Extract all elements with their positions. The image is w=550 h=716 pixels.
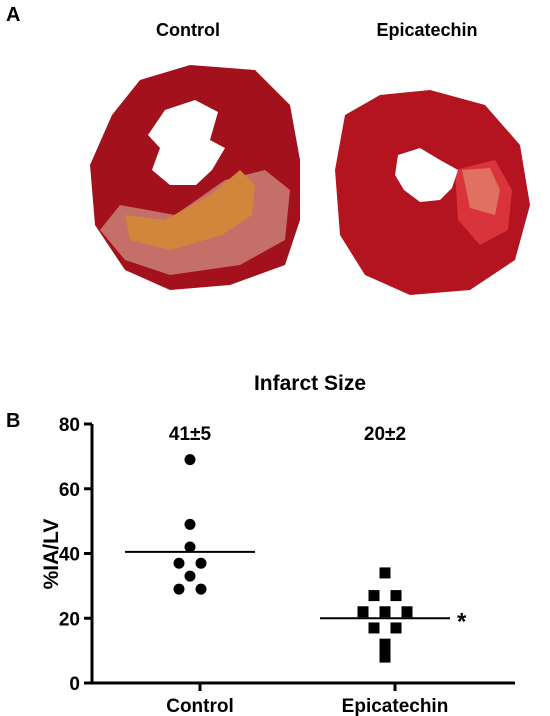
data-point bbox=[390, 622, 402, 634]
data-point bbox=[184, 518, 196, 530]
infarct-size-chart: Infarct Size %IA/LV 0 20 40 60 80 Control 41±5… bbox=[40, 372, 515, 716]
y-axis-label: %IA/LV bbox=[40, 519, 63, 590]
y-tick-label: 80 bbox=[59, 415, 80, 436]
data-point bbox=[173, 557, 185, 569]
data-point bbox=[401, 606, 413, 618]
data-point bbox=[379, 606, 391, 618]
data-point bbox=[379, 638, 391, 650]
chart-title: Infarct Size bbox=[254, 372, 366, 395]
panel-a-label: A bbox=[6, 4, 21, 26]
summary-label: 20±2 bbox=[364, 424, 406, 445]
control-infarct-zone bbox=[125, 170, 255, 250]
summary-label: 41±5 bbox=[169, 424, 212, 445]
data-point bbox=[173, 583, 185, 595]
control-heart-title: Control bbox=[156, 20, 220, 40]
epicatechin-lumen bbox=[395, 148, 458, 202]
epicatechin-infarct-zone bbox=[462, 168, 500, 215]
x-tick-label: Epicatechin bbox=[342, 696, 449, 716]
data-point bbox=[184, 454, 196, 466]
data-point bbox=[368, 622, 380, 634]
data-point bbox=[390, 590, 402, 602]
y-tick-label: 40 bbox=[59, 545, 80, 566]
y-tick-label: 0 bbox=[69, 674, 80, 695]
y-tick-label: 20 bbox=[59, 609, 80, 630]
epicatechin-heart-section bbox=[335, 90, 530, 295]
y-tick-label: 60 bbox=[59, 480, 80, 501]
data-point bbox=[368, 590, 380, 602]
panel-b-label: B bbox=[6, 410, 21, 432]
significance-marker: * bbox=[457, 608, 467, 635]
x-tick-label: Control bbox=[166, 696, 234, 716]
data-point bbox=[184, 541, 196, 553]
data-point bbox=[357, 606, 369, 618]
data-point bbox=[379, 567, 391, 579]
data-point bbox=[184, 570, 196, 582]
control-lumen bbox=[148, 100, 225, 185]
heart-sections-figure bbox=[90, 65, 530, 295]
data-point bbox=[195, 557, 207, 569]
epicatechin-heart-title: Epicatechin bbox=[376, 20, 478, 40]
data-point bbox=[379, 651, 391, 663]
control-heart-section bbox=[90, 65, 300, 290]
data-point bbox=[195, 583, 207, 595]
